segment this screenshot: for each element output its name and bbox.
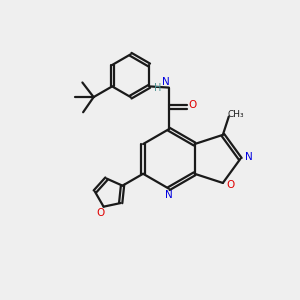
Text: CH₃: CH₃ — [227, 110, 244, 118]
Text: O: O — [97, 208, 105, 218]
Text: H: H — [154, 82, 161, 93]
Text: N: N — [245, 152, 253, 161]
Text: O: O — [188, 100, 196, 110]
Text: N: N — [165, 190, 173, 200]
Text: N: N — [162, 77, 170, 87]
Text: O: O — [226, 180, 234, 190]
